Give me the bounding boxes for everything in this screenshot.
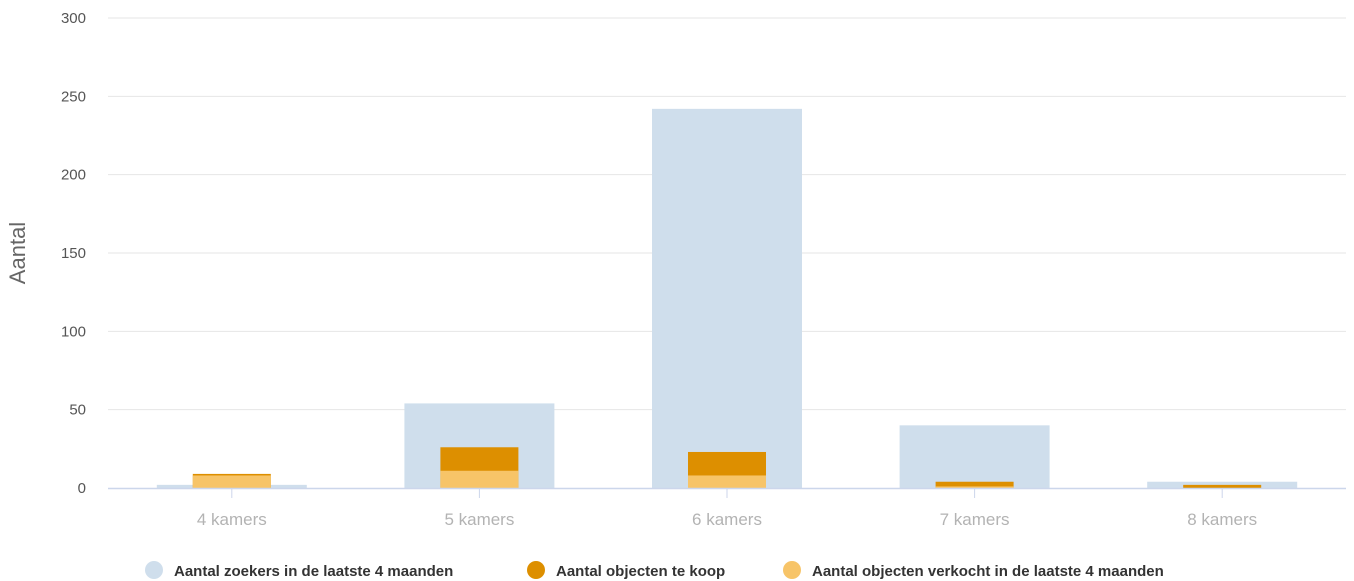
- legend-marker: [783, 561, 801, 579]
- y-tick-label: 250: [61, 88, 86, 105]
- x-tick-label: 7 kamers: [940, 510, 1010, 529]
- y-axis-title: Aantal: [5, 222, 30, 284]
- y-tick-label: 100: [61, 323, 86, 340]
- legend: Aantal zoekers in de laatste 4 maanden Aa…: [145, 561, 1164, 580]
- legend-marker: [527, 561, 545, 579]
- y-tick-label: 50: [69, 402, 86, 419]
- bar-verkocht: [440, 470, 519, 488]
- bar-verkocht: [688, 475, 766, 488]
- bar-verkocht: [935, 486, 1014, 488]
- y-tick-label: 200: [61, 167, 86, 184]
- y-axis-ticks: 0 50 100 150 200 250 300: [61, 10, 86, 497]
- bar-te-koop: [1183, 484, 1262, 488]
- bar-te-koop: [935, 481, 1014, 488]
- legend-label: Aantal objecten verkocht in de laatste 4…: [812, 563, 1164, 580]
- x-axis: 4 kamers 5 kamers 6 kamers 7 kamers 8 kamers: [108, 487, 1346, 529]
- x-tick-label: 8 kamers: [1187, 510, 1257, 529]
- bars: [156, 108, 1298, 488]
- y-tick-label: 0: [78, 480, 86, 497]
- y-tick-label: 150: [61, 245, 86, 262]
- y-tick-label: 300: [61, 10, 86, 27]
- legend-label: Aantal zoekers in de laatste 4 maanden: [174, 563, 453, 580]
- legend-label: Aantal objecten te koop: [556, 563, 725, 580]
- legend-marker: [145, 561, 163, 579]
- bar-verkocht: [192, 475, 271, 488]
- x-tick-label: 4 kamers: [197, 510, 267, 529]
- x-tick-label: 5 kamers: [444, 510, 514, 529]
- bar-zoekers: [652, 108, 802, 488]
- bar-zoekers: [899, 425, 1050, 488]
- x-tick-label: 6 kamers: [692, 510, 762, 529]
